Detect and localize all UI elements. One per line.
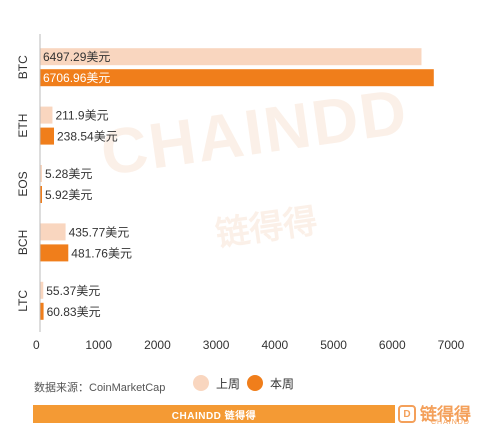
data-label-btc-curr: 6706.96美元 bbox=[43, 71, 110, 85]
bar-eos-curr bbox=[40, 186, 42, 203]
legend-item-prev: 上周 bbox=[193, 373, 240, 393]
data-label-ltc-curr: 60.83美元 bbox=[47, 305, 101, 319]
brand-logo: D 链得得 CHAINDD bbox=[398, 398, 490, 430]
category-label-bch: BCH bbox=[16, 230, 30, 255]
data-label-bch-curr: 481.76美元 bbox=[71, 246, 132, 260]
bar-eth-prev bbox=[40, 106, 53, 124]
logo-icon: D bbox=[398, 405, 416, 423]
category-label-btc: BTC bbox=[16, 55, 30, 79]
legend-swatch-prev bbox=[193, 375, 209, 391]
legend-label-curr: 本周 bbox=[270, 376, 295, 391]
x-tick-label-4000: 4000 bbox=[262, 338, 289, 352]
bar-btc-prev bbox=[40, 48, 422, 66]
logo-cn-text: 链得得 bbox=[420, 404, 471, 424]
legend-swatch-curr bbox=[247, 375, 263, 391]
footer-brand-bar: CHAINDD 链得得 bbox=[33, 405, 395, 423]
bar-bch-curr bbox=[40, 244, 69, 262]
x-tick-label-1000: 1000 bbox=[85, 338, 112, 352]
bar-ltc-curr bbox=[40, 302, 44, 320]
data-label-btc-prev: 6497.29美元 bbox=[43, 50, 110, 64]
bar-eos-prev bbox=[40, 165, 42, 182]
category-label-eth: ETH bbox=[16, 114, 30, 138]
data-label-bch-prev: 435.77美元 bbox=[69, 225, 130, 239]
data-source-note: 数据来源：CoinMarketCap bbox=[34, 382, 166, 394]
bar-eth-curr bbox=[40, 127, 55, 145]
bar-ltc-prev bbox=[40, 281, 44, 299]
x-tick-label-7000: 7000 bbox=[438, 338, 465, 352]
logo-en-text: CHAINDD bbox=[431, 419, 470, 426]
data-label-eos-curr: 5.92美元 bbox=[45, 188, 92, 202]
bar-btc-curr bbox=[40, 69, 434, 87]
legend-label-prev: 上周 bbox=[216, 376, 241, 391]
data-label-eos-prev: 5.28美元 bbox=[45, 167, 92, 181]
data-label-eth-prev: 211.9美元 bbox=[55, 109, 108, 123]
x-tick-label-5000: 5000 bbox=[320, 338, 347, 352]
x-tick-label-2000: 2000 bbox=[144, 338, 171, 352]
category-label-ltc: LTC bbox=[16, 290, 30, 312]
x-tick-label-3000: 3000 bbox=[203, 338, 230, 352]
x-tick-label-6000: 6000 bbox=[379, 338, 406, 352]
data-label-eth-curr: 238.54美元 bbox=[57, 130, 118, 144]
category-label-eos: EOS bbox=[16, 171, 30, 196]
bar-bch-prev bbox=[40, 223, 66, 241]
x-tick-label-0: 0 bbox=[33, 338, 40, 352]
legend-item-curr: 本周 bbox=[247, 373, 294, 393]
data-label-ltc-prev: 55.37美元 bbox=[46, 284, 100, 298]
